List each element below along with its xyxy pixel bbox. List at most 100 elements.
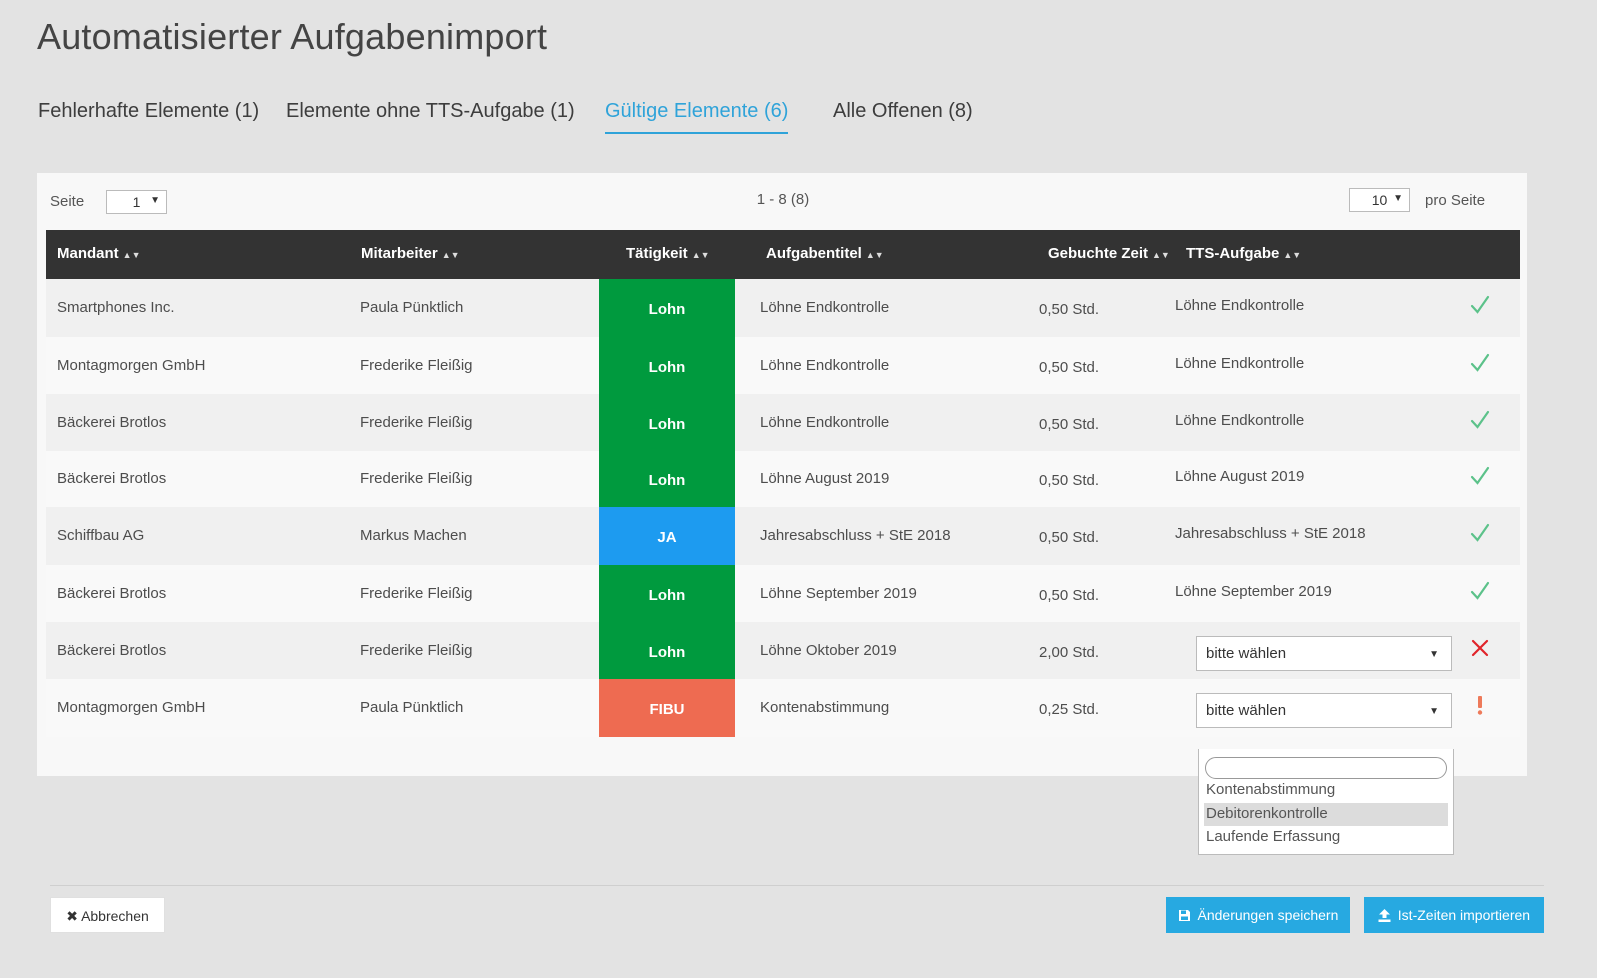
cell-tts-aufgabe: Löhne August 2019 [1175, 468, 1305, 485]
table-row[interactable]: Bäckerei Brotlos Frederike Fleißig Lohn Löh… [46, 622, 1520, 679]
upload-icon [1378, 909, 1391, 922]
sort-icon: ▲▼ [441, 250, 460, 260]
cell-gebuchte-zeit: 0,50 Std. [1039, 359, 1100, 376]
page-select-value: 1 [132, 194, 141, 210]
column-header-taetigkeit[interactable]: Tätigkeit ▲▼ [626, 245, 710, 262]
error-x-icon [1469, 637, 1491, 659]
dropdown-option-highlighted[interactable]: Debitorenkontrolle [1204, 803, 1448, 826]
page-select[interactable]: 1 ▼ [106, 190, 167, 214]
cell-gebuchte-zeit: 0,50 Std. [1039, 301, 1100, 318]
cell-tts-aufgabe: Löhne Endkontrolle [1175, 355, 1305, 372]
column-label: Mandant [57, 245, 119, 262]
table-row[interactable]: Montagmorgen GmbH Paula Pünktlich FIBU Kont… [46, 679, 1520, 737]
cancel-button-label: Abbrechen [81, 908, 149, 924]
cell-mandant: Bäckerei Brotlos [57, 585, 167, 602]
per-page-select[interactable]: 10 ▼ [1349, 188, 1410, 212]
activity-badge: JA [657, 529, 677, 546]
tts-aufgabe-select[interactable]: bitte wählen ▼ [1196, 636, 1452, 671]
cell-gebuchte-zeit: 0,25 Std. [1039, 701, 1100, 718]
cell-gebuchte-zeit: 2,00 Std. [1039, 644, 1100, 661]
column-header-aufgabentitel[interactable]: Aufgabentitel ▲▼ [766, 245, 884, 262]
footer-divider [50, 885, 1544, 886]
tab-elemente-ohne-tts[interactable]: Elemente ohne TTS-Aufgabe (1) [286, 100, 575, 122]
cell-aufgabentitel: Kontenabstimmung [760, 699, 890, 716]
cell-mandant: Smartphones Inc. [57, 299, 175, 316]
dropdown-search-input[interactable] [1205, 757, 1447, 779]
cell-taetigkeit: Lohn [599, 622, 735, 679]
table-row[interactable]: Bäckerei Brotlos Frederike Fleißig Lohn Löh… [46, 451, 1520, 507]
cell-mandant: Bäckerei Brotlos [57, 470, 167, 487]
table-row[interactable]: Bäckerei Brotlos Frederike Fleißig Lohn Löh… [46, 394, 1520, 451]
cell-tts-aufgabe: Jahresabschluss + StE 2018 [1175, 525, 1366, 542]
cancel-button[interactable]: ✖ Abbrechen [50, 897, 165, 933]
activity-badge: Lohn [648, 587, 686, 604]
tts-aufgabe-select[interactable]: bitte wählen ▼ [1196, 693, 1452, 728]
sort-icon: ▲▼ [1283, 250, 1302, 260]
column-header-mandant[interactable]: Mandant ▲▼ [57, 245, 141, 262]
column-label: Aufgabentitel [766, 245, 862, 262]
dropdown-option[interactable]: Kontenabstimmung [1206, 781, 1336, 798]
save-changes-button[interactable]: Änderungen speichern [1166, 897, 1350, 933]
activity-badge: Lohn [648, 359, 686, 376]
cell-mitarbeiter: Frederike Fleißig [360, 585, 473, 602]
check-icon [1469, 465, 1491, 487]
activity-badge: Lohn [648, 416, 686, 433]
cell-aufgabentitel: Löhne August 2019 [760, 470, 890, 487]
sort-icon: ▲▼ [1152, 250, 1170, 260]
cell-mitarbeiter: Paula Pünktlich [360, 699, 464, 716]
table-row[interactable]: Bäckerei Brotlos Frederike Fleißig Lohn Löh… [46, 565, 1520, 622]
import-times-button[interactable]: Ist-Zeiten importieren [1364, 897, 1544, 933]
chevron-down-icon: ▼ [1429, 706, 1439, 717]
save-icon [1178, 910, 1190, 921]
cell-mandant: Bäckerei Brotlos [57, 642, 167, 659]
column-label: Mitarbeiter [361, 245, 438, 262]
per-page-label: pro Seite [1425, 192, 1486, 209]
cell-aufgabentitel: Löhne Oktober 2019 [760, 642, 897, 659]
cell-taetigkeit: Lohn [599, 451, 735, 507]
activity-badge: Lohn [648, 472, 686, 489]
table-header: Mandant ▲▼ Mitarbeiter ▲▼ Tätigkeit ▲▼ Aufg… [46, 230, 1520, 279]
cell-taetigkeit: Lohn [599, 279, 735, 337]
table-body: Smartphones Inc. Paula Pünktlich Lohn Löhne… [46, 279, 1520, 737]
cell-mandant: Schiffbau AG [57, 527, 145, 544]
cell-aufgabentitel: Löhne September 2019 [760, 585, 917, 602]
cell-tts-aufgabe: Löhne September 2019 [1175, 583, 1332, 600]
tab-alle-offenen[interactable]: Alle Offenen (8) [833, 100, 973, 122]
cell-mandant: Montagmorgen GmbH [57, 357, 206, 374]
tab-fehlerhafte-elemente[interactable]: Fehlerhafte Elemente (1) [38, 100, 260, 122]
tts-select-value: bitte wählen [1206, 645, 1287, 662]
cell-gebuchte-zeit: 0,50 Std. [1039, 472, 1100, 489]
column-header-gebuchte-zeit[interactable]: Gebuchte Zeit ▲▼ [1048, 245, 1170, 262]
cell-aufgabentitel: Löhne Endkontrolle [760, 299, 890, 316]
cell-mitarbeiter: Frederike Fleißig [360, 357, 473, 374]
cell-mitarbeiter: Frederike Fleißig [360, 642, 473, 659]
cell-mandant: Bäckerei Brotlos [57, 414, 167, 431]
column-label: TTS-Aufgabe [1186, 245, 1280, 262]
column-header-mitarbeiter[interactable]: Mitarbeiter ▲▼ [361, 245, 460, 262]
cell-taetigkeit: Lohn [599, 337, 735, 394]
table-panel: Seite 1 ▼ 1 - 8 (8) 10 ▼ pro Seite Manda… [37, 173, 1527, 776]
table-row[interactable]: Montagmorgen GmbH Frederike Fleißig Lohn Lö… [46, 337, 1520, 394]
table-row[interactable]: Smartphones Inc. Paula Pünktlich Lohn Löhne… [46, 279, 1520, 337]
cell-aufgabentitel: Jahresabschluss + StE 2018 [760, 527, 951, 544]
cell-gebuchte-zeit: 0,50 Std. [1039, 416, 1100, 433]
save-changes-label: Änderungen speichern [1197, 907, 1339, 923]
dropdown-option[interactable]: Laufende Erfassung [1206, 828, 1341, 845]
cell-taetigkeit: JA [599, 507, 735, 565]
chevron-down-icon: ▼ [150, 195, 160, 206]
cell-mitarbeiter: Paula Pünktlich [360, 299, 464, 316]
cell-tts-aufgabe: Löhne Endkontrolle [1175, 412, 1305, 429]
table-row[interactable]: Schiffbau AG Markus Machen JA Jahresabschlu… [46, 507, 1520, 565]
sort-icon: ▲▼ [122, 250, 141, 260]
sort-icon: ▲▼ [691, 250, 710, 260]
cell-taetigkeit: FIBU [599, 679, 735, 737]
cell-aufgabentitel: Löhne Endkontrolle [760, 357, 890, 374]
check-icon [1469, 409, 1491, 431]
cell-gebuchte-zeit: 0,50 Std. [1039, 587, 1100, 604]
column-header-tts-aufgabe[interactable]: TTS-Aufgabe ▲▼ [1186, 245, 1301, 262]
tab-gueltige-elemente[interactable]: Gültige Elemente (6) [605, 100, 789, 134]
close-icon: ✖ [66, 908, 78, 924]
check-icon [1469, 522, 1491, 544]
cell-mitarbeiter: Frederike Fleißig [360, 470, 473, 487]
